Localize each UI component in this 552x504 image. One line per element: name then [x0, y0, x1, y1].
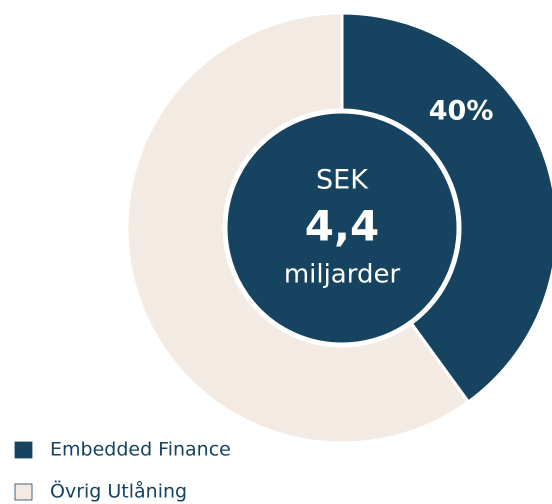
- legend-swatch: [14, 483, 33, 501]
- slice-label: 40%: [429, 96, 494, 127]
- legend-label: Embedded Finance: [50, 439, 231, 461]
- legend-label: Övrig Utlåning: [50, 480, 187, 503]
- legend: Embedded Finance Övrig Utlåning: [14, 439, 231, 503]
- center-value: 4,4: [305, 202, 379, 251]
- legend-swatch: [14, 441, 33, 459]
- center-currency: SEK: [316, 165, 369, 196]
- center-unit: miljarder: [284, 260, 401, 290]
- donut-center: [222, 108, 462, 348]
